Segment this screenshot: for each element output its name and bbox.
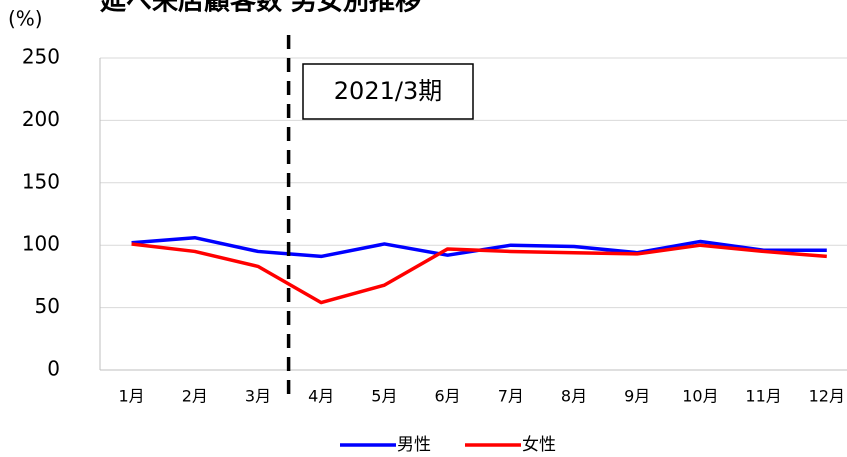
x-tick-label: 5月 [371,387,397,406]
x-tick-label: 10月 [682,387,718,406]
x-tick-label: 12月 [809,387,845,406]
y-tick-label: 100 [22,232,60,256]
y-tick-label: 200 [22,107,60,131]
y-tick-label: 150 [22,169,60,193]
annotation-box [302,63,474,120]
x-tick-label: 7月 [498,387,524,406]
x-tick-label: 8月 [561,387,587,406]
x-tick-label: 4月 [308,387,334,406]
annotation: 2021/3期 [334,77,442,105]
data-line [131,242,827,305]
y-tick-label: 250 [22,45,60,69]
x-tick-label: 2月 [182,387,208,406]
legend-label: 女性 [522,435,556,455]
x-tick-label: 9月 [624,387,650,406]
x-tick-label: 3月 [245,387,271,406]
y-tick-label: 50 [35,294,60,318]
x-tick-label: 6月 [435,387,461,406]
x-tick-label: 1月 [119,387,145,406]
x-tick-label: 11月 [745,387,781,406]
y-axis-label: (%) [8,7,43,31]
y-tick-label: 0 [47,357,60,381]
legend-label: 男性 [397,435,431,455]
chart-title: 延べ来店顧客数 男女別推移 [99,0,421,17]
